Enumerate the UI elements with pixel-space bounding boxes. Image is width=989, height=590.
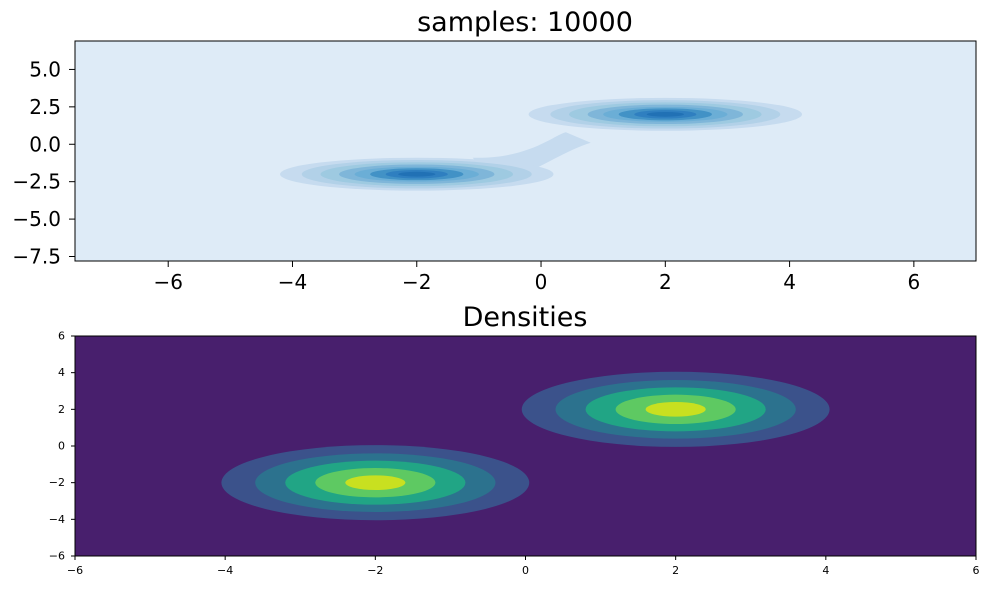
- chart-1-y-tick-label: −7.5: [12, 245, 61, 269]
- chart-1-x-tick-label: −6: [153, 270, 182, 294]
- chart-2-x-tick-label: 0: [522, 564, 529, 577]
- chart-2-y-tick-label: −2: [49, 476, 65, 489]
- chart-1-y-tick-label: 5.0: [29, 57, 61, 81]
- chart-2-contour-peak-1-level-5: [345, 475, 406, 490]
- chart-1-x-tick-label: 6: [907, 270, 920, 294]
- chart-1-frame: [74, 40, 977, 262]
- chart-2-y-tick-label: 4: [58, 366, 65, 379]
- chart-1-x-tick-label: −2: [402, 270, 431, 294]
- chart-1-y-tick-label: 2.5: [29, 95, 61, 119]
- chart-1-title: samples: 10000: [417, 7, 633, 38]
- chart-2-y-axis: 6 4 2 0 −2 −4 −6: [49, 330, 75, 563]
- chart-1-y-tick-label: −5.0: [12, 207, 61, 231]
- chart-1-contour-peak-1-level-8: [398, 171, 436, 177]
- chart-1-contour-peak-2-level-8: [646, 111, 684, 117]
- chart-1-x-tick-label: 4: [783, 270, 796, 294]
- chart-2-x-tick-label: −6: [67, 564, 83, 577]
- chart-2-x-tick-label: −2: [367, 564, 383, 577]
- chart-2-y-tick-label: 0: [58, 440, 65, 453]
- chart-2: Densities −6 −4 −2 0 2 4 6 6 4 2 0 −2 −4 −6: [49, 302, 980, 577]
- chart-2-plot-area: [75, 336, 976, 556]
- chart-1-x-tick-label: 2: [659, 270, 672, 294]
- chart-1-contours: [280, 97, 803, 191]
- chart-2-y-tick-label: −6: [49, 550, 65, 563]
- chart-2-y-tick-label: 2: [58, 403, 65, 416]
- chart-2-contours: [221, 371, 830, 521]
- chart-2-x-tick-label: 4: [822, 564, 829, 577]
- chart-2-x-tick-label: −4: [217, 564, 233, 577]
- chart-2-x-tick-label: 6: [973, 564, 980, 577]
- chart-1: samples: 10000 −6 −4 −2 0 2 4 6 5.0 2.5 0.0 −2.5 −…: [12, 7, 977, 294]
- chart-1-y-axis: 5.0 2.5 0.0 −2.5 −5.0 −7.5: [12, 57, 75, 269]
- chart-1-y-tick-label: 0.0: [29, 132, 61, 156]
- chart-1-x-tick-label: 0: [535, 270, 548, 294]
- chart-2-contour-peak-2-level-5: [645, 402, 706, 417]
- chart-1-x-tick-label: −4: [278, 270, 307, 294]
- chart-2-title: Densities: [463, 302, 588, 333]
- chart-2-y-tick-label: 6: [58, 330, 65, 343]
- chart-2-x-tick-label: 2: [672, 564, 679, 577]
- chart-1-y-tick-label: −2.5: [12, 170, 61, 194]
- chart-2-x-axis: −6 −4 −2 0 2 4 6: [67, 556, 980, 577]
- chart-2-y-tick-label: −4: [49, 513, 65, 526]
- chart-1-x-axis: −6 −4 −2 0 2 4 6: [153, 261, 920, 294]
